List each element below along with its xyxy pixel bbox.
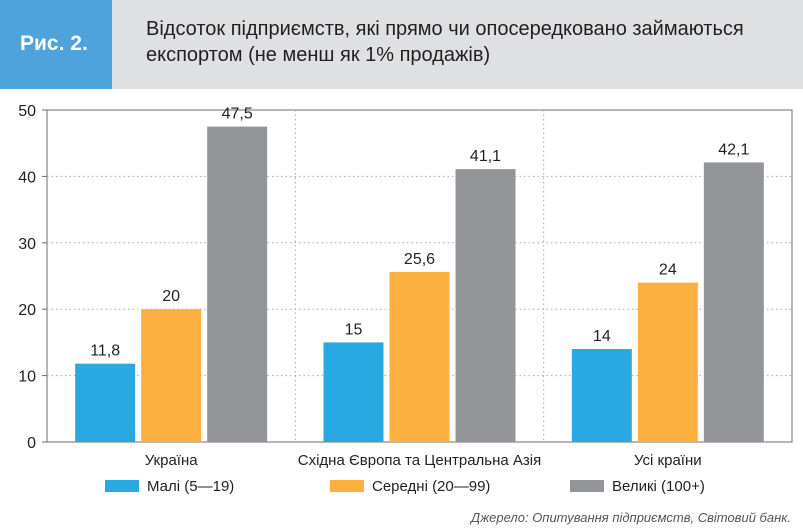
legend-swatch: [330, 480, 364, 492]
bar: [141, 309, 202, 442]
chart-title: Відсоток підприємств, які прямо чи опосе…: [146, 18, 744, 66]
legend-swatch: [570, 480, 604, 492]
bar: [571, 349, 632, 442]
bar-value-label: 42,1: [718, 141, 749, 158]
bar: [637, 282, 698, 442]
bar-value-label: 24: [659, 262, 677, 279]
y-tick-label: 20: [18, 302, 36, 319]
bar: [207, 126, 268, 442]
bar-value-label: 25,6: [404, 251, 435, 268]
bar: [323, 342, 384, 442]
y-tick-label: 50: [18, 103, 36, 120]
header-band: [0, 0, 803, 89]
bar: [703, 162, 764, 442]
bar-value-label: 14: [593, 328, 611, 345]
bar-value-label: 47,5: [222, 106, 253, 123]
legend-label: Великі (100+): [612, 478, 705, 495]
y-tick-label: 10: [18, 369, 36, 386]
bar-value-label: 15: [345, 321, 363, 338]
y-tick-label: 30: [18, 236, 36, 253]
figure-label: Рис. 2.: [20, 32, 88, 55]
legend-label: Малі (5—19): [147, 478, 234, 495]
x-category-label: Україна: [145, 452, 199, 469]
bar-value-label: 11,8: [90, 343, 120, 360]
x-category-label: Усі країни: [634, 452, 702, 469]
bar: [389, 272, 450, 442]
figure-badge-shape: [0, 0, 112, 89]
bar-value-label: 20: [162, 288, 180, 305]
y-tick-label: 40: [18, 169, 36, 186]
bar-value-label: 41,1: [470, 148, 501, 165]
bar-chart: 0 10 20 30 40 50 11,8 20 47,5 Україна 15 25,6 41,1 Сх…: [18, 103, 793, 495]
legend-label: Середні (20—99): [372, 478, 490, 495]
bar: [75, 363, 136, 442]
figure-badge: Рис. 2.: [0, 0, 130, 89]
x-category-label: Східна Європа та Центральна Азія: [298, 452, 541, 469]
legend-swatch: [105, 480, 139, 492]
bar: [455, 169, 516, 442]
source-note: Джерело: Опитування підприємств, Світови…: [471, 510, 791, 525]
y-tick-label: 0: [27, 435, 36, 452]
